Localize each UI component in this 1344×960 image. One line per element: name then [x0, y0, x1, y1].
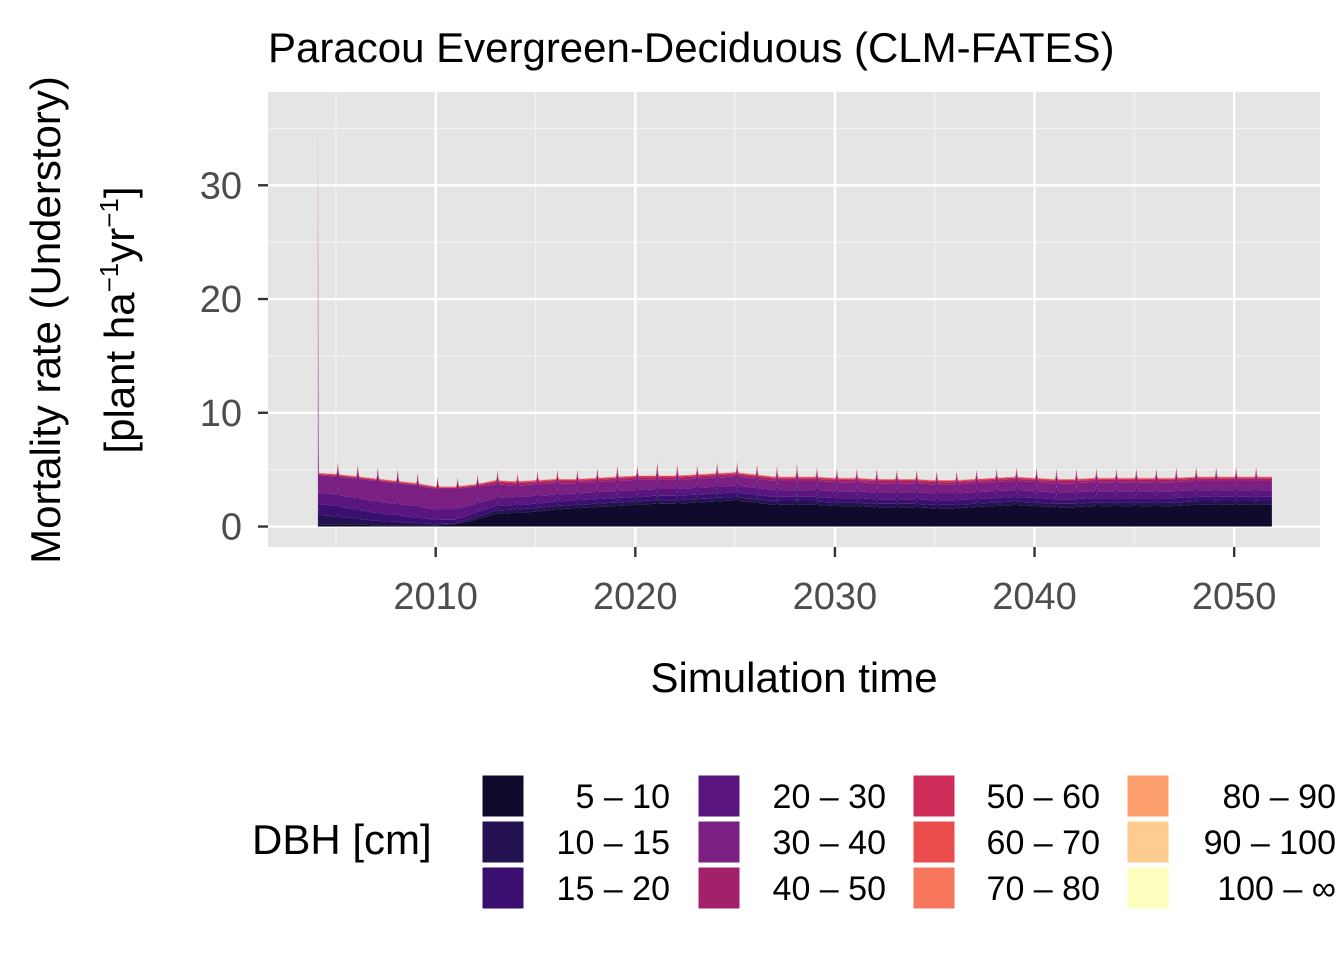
- y-tick-label: 30: [200, 165, 242, 207]
- legend-key-1: [481, 774, 525, 818]
- x-tick-label: 2040: [992, 576, 1077, 618]
- y-tick-label: 20: [200, 279, 242, 321]
- legend-key-9: [912, 866, 956, 910]
- stacked-areas: [317, 103, 1272, 527]
- legend-label-12: 100 – ∞: [1217, 870, 1336, 908]
- y-axis-ticks: 0 10 20 30: [200, 165, 268, 549]
- x-tick-label: 2030: [793, 576, 878, 618]
- y-axis-title-line1: Mortality rate (Understory): [22, 76, 69, 564]
- legend-label-5: 30 – 40: [773, 824, 886, 862]
- y-axis-title: Mortality rate (Understory) [plant ha−1y…: [22, 76, 143, 564]
- legend: 5 – 10 10 – 15 15 – 20 20 – 30 30 – 40 40 – 5…: [481, 774, 1336, 910]
- legend-key-12: [1126, 866, 1170, 910]
- area-series-1: [317, 495, 1272, 527]
- legend-key-6: [697, 866, 741, 910]
- legend-key-7: [912, 774, 956, 818]
- y-axis-unit-sup2: −1: [94, 198, 124, 228]
- legend-key-10: [1126, 774, 1170, 818]
- chart-title: Paracou Evergreen-Deciduous (CLM-FATES): [268, 24, 1115, 71]
- y-axis-unit-mid: yr: [96, 228, 143, 263]
- y-tick-label: 10: [200, 393, 242, 435]
- y-axis-unit-end: ]: [96, 186, 143, 198]
- legend-key-3: [481, 866, 525, 910]
- x-tick-label: 2010: [393, 576, 478, 618]
- area-series-4: [317, 384, 1272, 520]
- legend-label-8: 60 – 70: [987, 824, 1100, 862]
- legend-label-2: 10 – 15: [557, 824, 670, 862]
- legend-label-11: 90 – 100: [1204, 824, 1336, 862]
- y-tick-label: 0: [221, 507, 242, 549]
- y-axis-title-line2: [plant ha−1yr−1]: [94, 186, 143, 453]
- legend-key-8: [912, 820, 956, 864]
- legend-key-2: [481, 820, 525, 864]
- y-axis-unit-sup1: −1: [94, 263, 124, 293]
- legend-label-3: 15 – 20: [557, 870, 670, 908]
- legend-key-5: [697, 820, 741, 864]
- legend-label-9: 70 – 80: [987, 870, 1100, 908]
- x-tick-label: 2020: [593, 576, 678, 618]
- x-axis-title: Simulation time: [650, 654, 937, 701]
- legend-title: DBH [cm]: [252, 816, 432, 863]
- legend-label-4: 20 – 30: [773, 778, 886, 816]
- x-tick-label: 2050: [1192, 576, 1277, 618]
- area-series-3: [317, 485, 1272, 525]
- legend-label-6: 40 – 50: [773, 870, 886, 908]
- legend-key-11: [1126, 820, 1170, 864]
- x-axis-ticks: 2010 2020 2030 2040 2050: [393, 547, 1276, 618]
- legend-label-1: 5 – 10: [575, 778, 670, 816]
- legend-key-4: [697, 774, 741, 818]
- plot-panel: [268, 92, 1320, 547]
- grid-lines: [268, 92, 1320, 547]
- y-axis-unit-start: [plant ha: [96, 292, 143, 454]
- legend-label-10: 80 – 90: [1223, 778, 1336, 816]
- legend-label-7: 50 – 60: [987, 778, 1100, 816]
